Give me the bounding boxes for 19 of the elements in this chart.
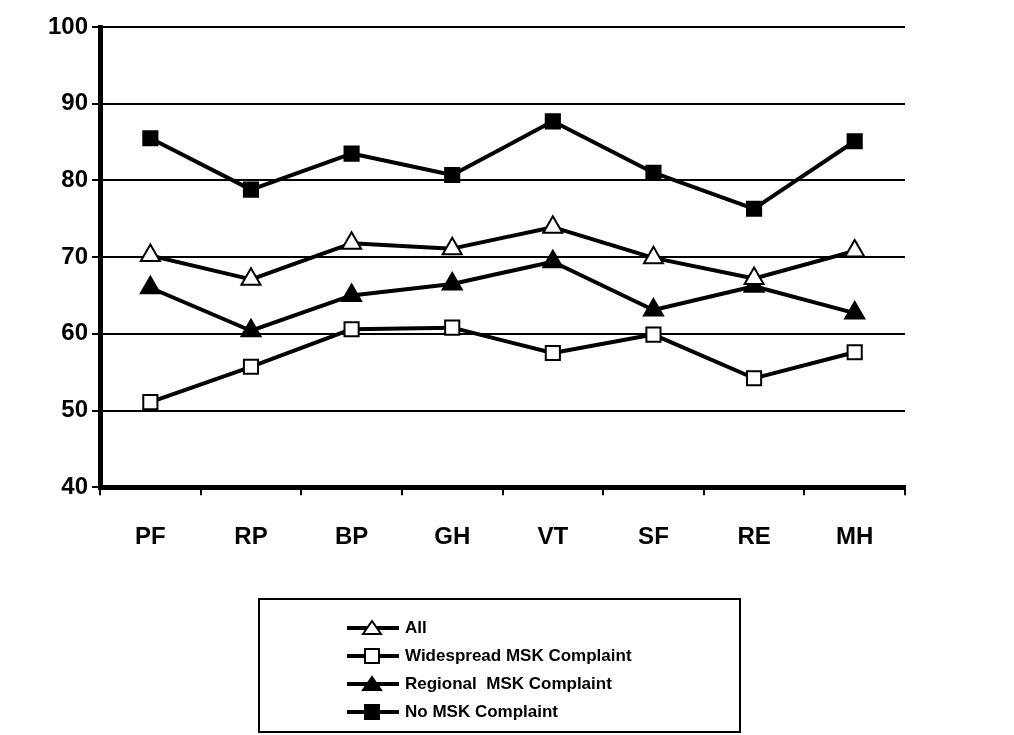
y-tick-label: 40 <box>61 471 89 499</box>
y-tick-label: 100 <box>48 11 89 39</box>
x-tick-label: RE <box>737 522 771 550</box>
x-tick-label: SF <box>638 522 669 550</box>
x-tick-label: MH <box>836 522 874 550</box>
y-tick-label: 60 <box>61 318 89 346</box>
x-tick-label: VT <box>537 522 569 550</box>
legend-label: Regional MSK Complaint <box>405 674 612 694</box>
x-tick-label: RP <box>234 522 268 550</box>
y-tick-label: 50 <box>61 395 89 423</box>
legend-label: All <box>405 618 427 638</box>
legend-label: Widespread MSK Complaint <box>405 646 632 666</box>
y-tick-label: 70 <box>61 241 89 269</box>
x-tick-label: GH <box>434 522 471 550</box>
x-tick-label: BP <box>334 522 369 550</box>
y-tick-label: 90 <box>61 88 89 116</box>
legend-label: No MSK Complaint <box>405 702 558 722</box>
x-tick-label: PF <box>135 522 166 550</box>
y-tick-label: 80 <box>61 165 89 193</box>
